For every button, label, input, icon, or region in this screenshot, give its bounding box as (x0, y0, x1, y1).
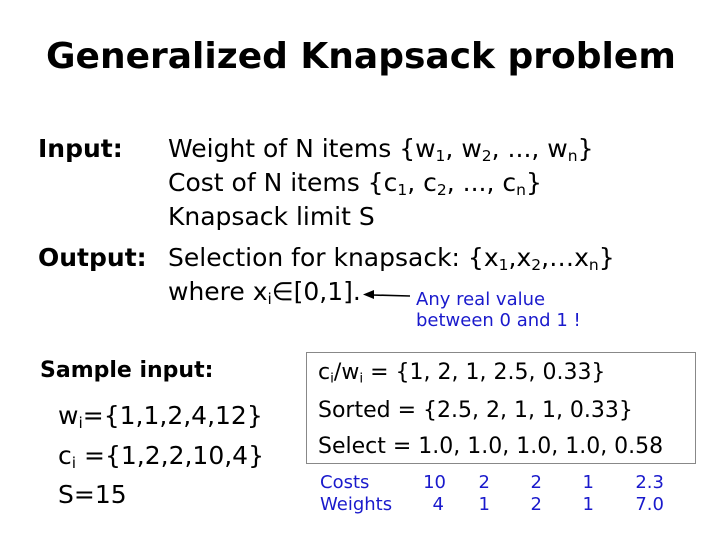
knapsack-limit-line: Knapsack limit S (168, 202, 375, 231)
selection-prefix: Selection for knapsack: {x (168, 243, 499, 272)
subscript: n (516, 180, 526, 199)
weights-prefix: Weight of N items {w (168, 134, 436, 163)
table-cell: 2 (478, 472, 490, 493)
annotation-line-1: Any real value (416, 289, 546, 310)
table-cell: 1 (478, 494, 490, 515)
sorted-line: Sorted = {2.5, 2, 1, 1, 0.33} (318, 398, 633, 423)
table-cell: 7.0 (635, 494, 664, 515)
ratio-values: = {1, 2, 1, 2.5, 0.33} (363, 360, 606, 385)
subscript: 1 (435, 146, 446, 165)
ellipsis: , ..., (446, 168, 503, 197)
ratio-divider: /w (333, 360, 360, 385)
costs-line: Cost of N items {c1, c2, ..., cn} (168, 168, 542, 199)
ellipsis: , ..., (491, 134, 548, 163)
cost-values: ={1,2,2,10,4} (76, 441, 264, 470)
ratio-line: ci/wi = {1, 2, 1, 2.5, 0.33} (318, 360, 605, 385)
dots: ,…x (541, 243, 589, 272)
subscript: n (588, 255, 599, 274)
subscript: i (359, 370, 364, 387)
table-cell: 2.3 (635, 472, 664, 493)
subscript: n (567, 146, 578, 165)
table-row-label: Costs (320, 472, 370, 493)
cost-symbol: c (423, 168, 437, 197)
subscript: 2 (436, 180, 447, 199)
subscript: i (71, 453, 77, 472)
table-row-label: Weights (320, 494, 393, 515)
cost-symbol: c (58, 441, 72, 470)
input-label: Input: (38, 134, 123, 163)
page-title: Generalized Knapsack problem (46, 36, 676, 77)
weight-symbol: w (461, 134, 482, 163)
output-label: Output: (38, 243, 147, 272)
close-brace: } (598, 243, 615, 272)
subscript: i (78, 413, 83, 432)
table-cell: 4 (432, 494, 444, 515)
where-line: where xi∈[0,1]. (168, 277, 361, 308)
close-brace: } (577, 134, 594, 163)
table-cell: 1 (582, 494, 594, 515)
weight-symbol: w (58, 401, 79, 430)
arrow-left-icon (363, 290, 411, 299)
weights-line: Weight of N items {w1, w2, ..., wn} (168, 134, 594, 165)
where-prefix: where x (168, 277, 268, 306)
table-cell: 2 (530, 472, 542, 493)
subscript: i (267, 289, 272, 308)
select-line: Select = 1.0, 1.0, 1.0, 1.0, 0.58 (318, 434, 664, 459)
annotation-line-2: between 0 and 1 ! (416, 310, 581, 331)
where-range: ∈[0,1]. (271, 277, 361, 306)
sample-costs: ci ={1,2,2,10,4} (58, 441, 264, 472)
separator: ,x (508, 243, 532, 272)
weight-values: ={1,1,2,4,12} (82, 401, 263, 430)
result-box (306, 352, 696, 464)
separator: , (445, 134, 462, 163)
table-cell: 10 (423, 472, 446, 493)
sample-weights: wi={1,1,2,4,12} (58, 401, 263, 432)
cost-symbol: c (318, 360, 331, 385)
costs-prefix: Cost of N items {c (168, 168, 398, 197)
separator: , (407, 168, 424, 197)
table-cell: 1 (582, 472, 594, 493)
selection-line: Selection for knapsack: {x1,x2,…xn} (168, 243, 615, 274)
subscript: 2 (531, 255, 542, 274)
weight-symbol: w (547, 134, 568, 163)
table-cell: 2 (530, 494, 542, 515)
subscript: 2 (481, 146, 492, 165)
subscript: i (330, 370, 334, 387)
sample-limit: S=15 (58, 480, 127, 509)
cost-symbol: c (502, 168, 517, 197)
sample-heading: Sample input: (40, 358, 214, 383)
close-brace: } (525, 168, 542, 197)
subscript: 1 (498, 255, 509, 274)
subscript: 1 (397, 180, 408, 199)
